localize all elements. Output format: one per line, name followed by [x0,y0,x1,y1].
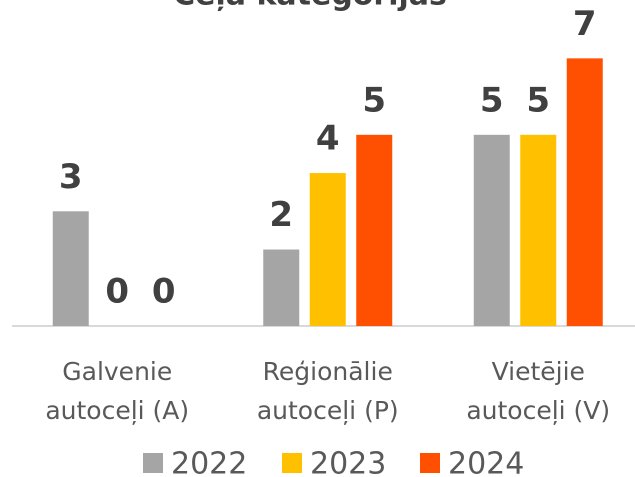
data-label: 4 [316,119,340,159]
data-label: 2 [269,195,293,235]
chart-title: Ceļa kategorijas [173,0,447,13]
bar [520,134,557,326]
x-tick-label: Vietējie autoceļi (V) [466,357,611,425]
data-label: 0 [105,272,129,312]
data-label: 0 [152,272,176,312]
bar [566,58,603,327]
legend-swatch [420,453,440,473]
legend-swatch [282,453,302,473]
legend-label: 2022 [171,447,247,477]
data-label: 3 [59,157,83,197]
x-tick-label: Reģionālie autoceļi (P) [256,357,399,425]
data-label: 5 [526,80,550,120]
bar [309,173,346,326]
bar [263,249,300,326]
legend-label: 2024 [448,447,524,477]
data-label: 5 [480,80,504,120]
legend-swatch [143,453,163,473]
legend-label: 2023 [310,447,386,477]
bar [356,134,393,326]
x-tick-label: Galvenie autoceļi (A) [45,357,190,425]
bar [473,134,510,326]
data-label: 7 [573,4,597,44]
data-label: 5 [362,80,386,120]
bar [52,211,89,326]
